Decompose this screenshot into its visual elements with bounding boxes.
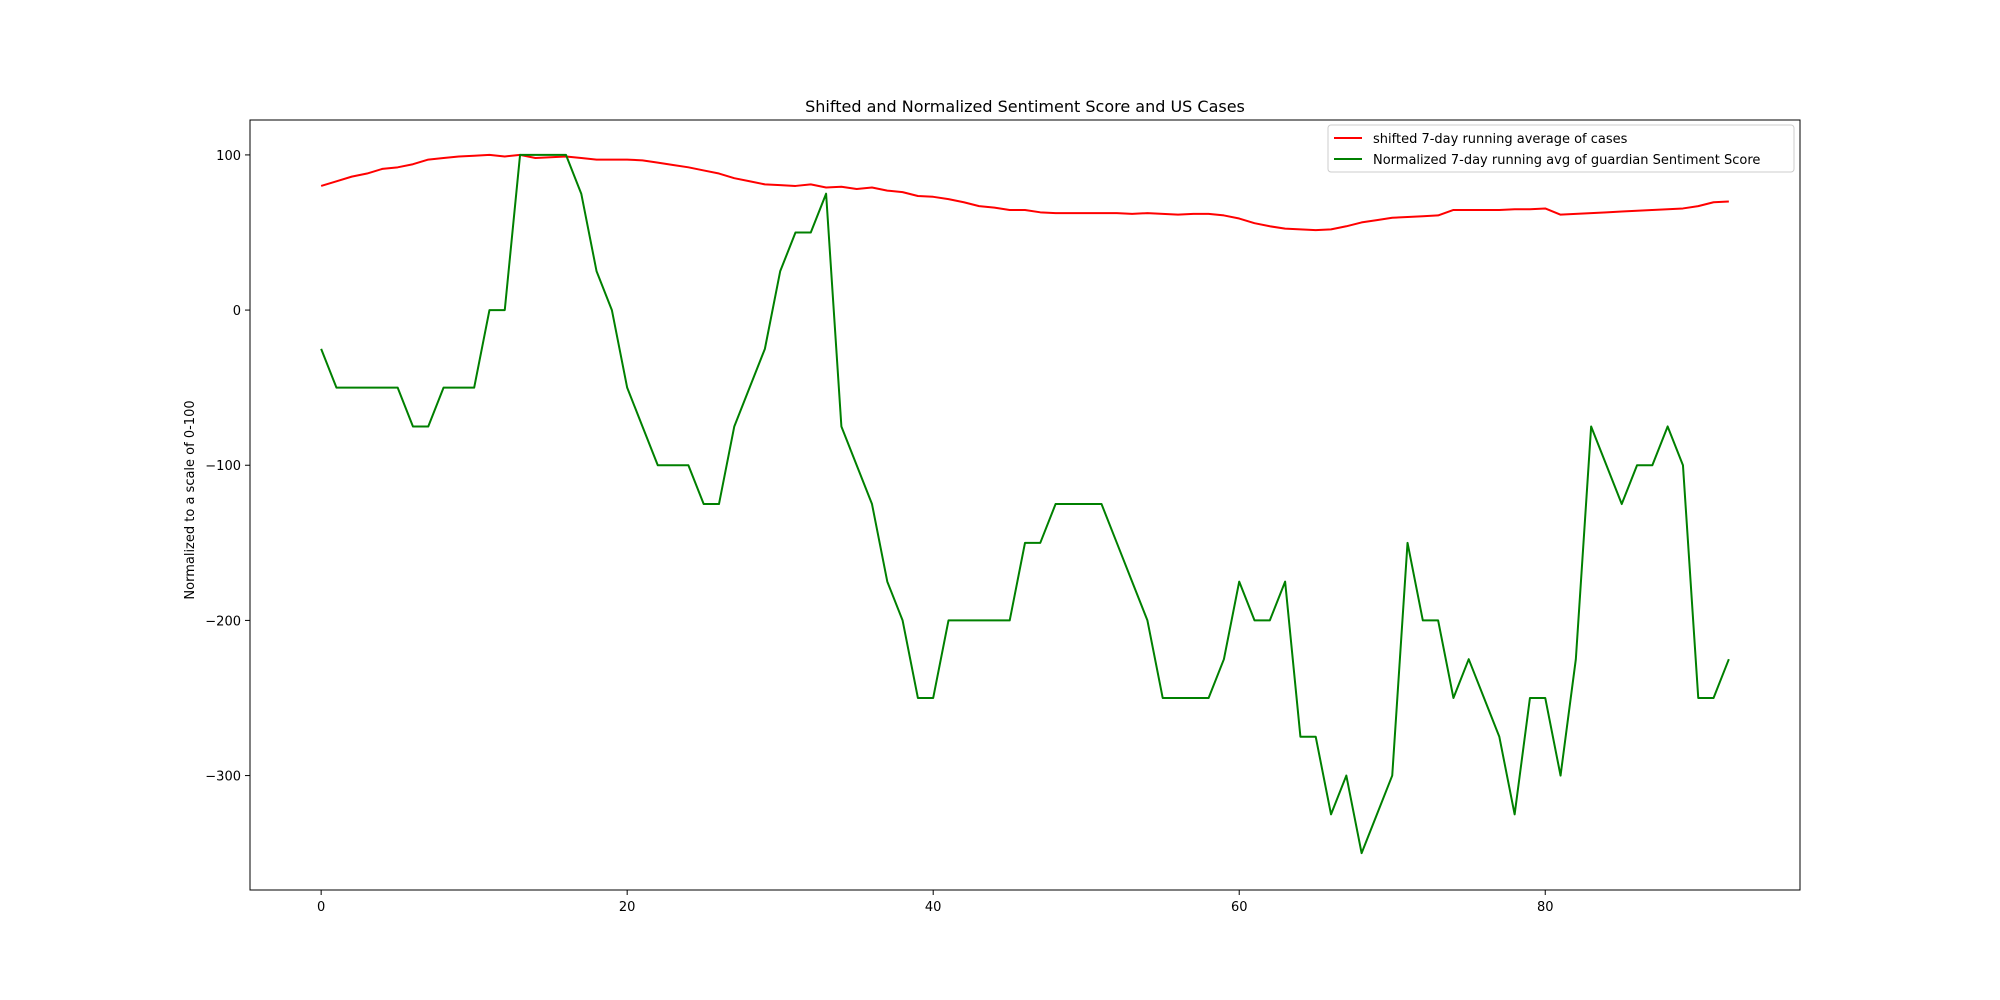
y-tick-label: 0 bbox=[233, 304, 241, 319]
y-axis: 100 0 −100 −200 −300 bbox=[205, 149, 250, 785]
y-axis-label: Normalized to a scale of 0-100 bbox=[183, 400, 198, 599]
x-tick-label: 80 bbox=[1537, 900, 1554, 915]
series-line-cases bbox=[320, 153, 1729, 232]
x-tick-label: 60 bbox=[1231, 900, 1248, 915]
legend: shifted 7-day running average of cases N… bbox=[1327, 124, 1795, 173]
y-tick-label: −200 bbox=[205, 614, 241, 629]
legend-label-cases: shifted 7-day running average of cases bbox=[1373, 132, 1628, 147]
x-tick-label: 40 bbox=[925, 900, 942, 915]
legend-frame bbox=[1327, 124, 1795, 173]
chart-title: Shifted and Normalized Sentiment Score a… bbox=[805, 97, 1245, 116]
series-line-sentiment bbox=[320, 153, 1730, 855]
y-tick-label: −300 bbox=[205, 770, 241, 785]
y-tick-label: 100 bbox=[216, 149, 241, 164]
plot-area-frame bbox=[249, 119, 1801, 891]
legend-label-sentiment: Normalized 7-day running avg of guardian… bbox=[1373, 153, 1760, 168]
plot-lines bbox=[320, 153, 1730, 855]
y-tick-label: −100 bbox=[205, 459, 241, 474]
x-axis: 0 20 40 60 80 bbox=[317, 890, 1554, 915]
x-tick-label: 0 bbox=[317, 900, 325, 915]
x-tick-label: 20 bbox=[619, 900, 636, 915]
